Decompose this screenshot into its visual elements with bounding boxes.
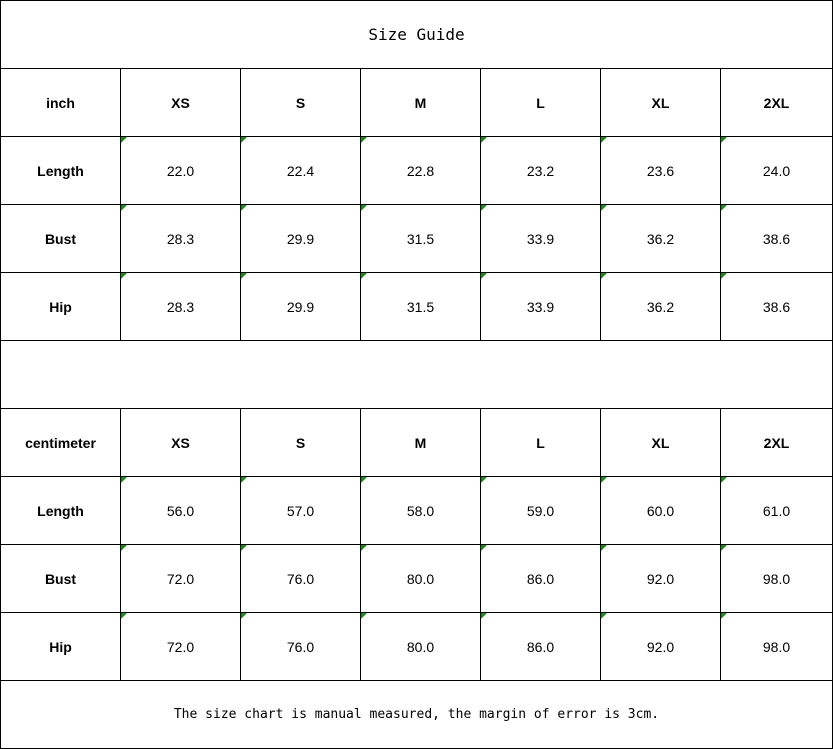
measure-value[interactable]: 98.0 — [720, 612, 833, 681]
measure-value[interactable]: 28.3 — [120, 204, 241, 273]
measure-value[interactable]: 59.0 — [480, 476, 601, 545]
measure-value[interactable]: 33.9 — [480, 272, 601, 341]
unit-header[interactable]: centimeter — [0, 408, 121, 477]
table-row: Bust 28.3 29.9 31.5 33.9 36.2 38.6 — [0, 204, 833, 273]
empty-cell[interactable] — [0, 340, 833, 409]
measure-value[interactable]: 58.0 — [360, 476, 481, 545]
measure-label[interactable]: Bust — [0, 544, 121, 613]
measure-label[interactable]: Hip — [0, 272, 121, 341]
measure-value[interactable]: 86.0 — [480, 544, 601, 613]
size-header[interactable]: XL — [600, 68, 721, 137]
measure-value[interactable]: 28.3 — [120, 272, 241, 341]
measure-value[interactable]: 76.0 — [240, 612, 361, 681]
table-row: Hip 72.0 76.0 80.0 86.0 92.0 98.0 — [0, 612, 833, 681]
measure-label[interactable]: Length — [0, 136, 121, 205]
measure-value[interactable]: 92.0 — [600, 544, 721, 613]
measure-value[interactable]: 22.0 — [120, 136, 241, 205]
size-header[interactable]: XS — [120, 68, 241, 137]
measure-value[interactable]: 24.0 — [720, 136, 833, 205]
measure-value[interactable]: 23.2 — [480, 136, 601, 205]
header-row: inch XS S M L XL 2XL — [0, 68, 833, 137]
measure-value[interactable]: 36.2 — [600, 272, 721, 341]
spacer-row — [0, 340, 833, 409]
measure-value[interactable]: 80.0 — [360, 612, 481, 681]
measure-value[interactable]: 57.0 — [240, 476, 361, 545]
size-header[interactable]: 2XL — [720, 68, 833, 137]
measure-label[interactable]: Length — [0, 476, 121, 545]
measure-value[interactable]: 31.5 — [360, 204, 481, 273]
size-header[interactable]: L — [480, 68, 601, 137]
measure-value[interactable]: 33.9 — [480, 204, 601, 273]
table-row: Length 22.0 22.4 22.8 23.2 23.6 24.0 — [0, 136, 833, 205]
measure-value[interactable]: 36.2 — [600, 204, 721, 273]
size-header[interactable]: S — [240, 68, 361, 137]
note-row: The size chart is manual measured, the m… — [0, 680, 833, 749]
measure-value[interactable]: 61.0 — [720, 476, 833, 545]
title-row: Size Guide — [0, 0, 833, 69]
measure-value[interactable]: 56.0 — [120, 476, 241, 545]
size-header[interactable]: L — [480, 408, 601, 477]
size-header[interactable]: M — [360, 408, 481, 477]
measure-value[interactable]: 29.9 — [240, 204, 361, 273]
table-row: Bust 72.0 76.0 80.0 86.0 92.0 98.0 — [0, 544, 833, 613]
size-header[interactable]: XL — [600, 408, 721, 477]
measure-label[interactable]: Hip — [0, 612, 121, 681]
measure-value[interactable]: 31.5 — [360, 272, 481, 341]
size-header[interactable]: M — [360, 68, 481, 137]
measure-value[interactable]: 72.0 — [120, 612, 241, 681]
measure-value[interactable]: 22.8 — [360, 136, 481, 205]
measure-value[interactable]: 98.0 — [720, 544, 833, 613]
measure-value[interactable]: 72.0 — [120, 544, 241, 613]
measure-value[interactable]: 86.0 — [480, 612, 601, 681]
measure-value[interactable]: 80.0 — [360, 544, 481, 613]
page-title[interactable]: Size Guide — [0, 0, 833, 69]
measure-label[interactable]: Bust — [0, 204, 121, 273]
table-row: Length 56.0 57.0 58.0 59.0 60.0 61.0 — [0, 476, 833, 545]
measure-value[interactable]: 22.4 — [240, 136, 361, 205]
measure-value[interactable]: 92.0 — [600, 612, 721, 681]
table-row: Hip 28.3 29.9 31.5 33.9 36.2 38.6 — [0, 272, 833, 341]
measure-value[interactable]: 76.0 — [240, 544, 361, 613]
size-header[interactable]: XS — [120, 408, 241, 477]
measure-value[interactable]: 38.6 — [720, 204, 833, 273]
header-row: centimeter XS S M L XL 2XL — [0, 408, 833, 477]
measure-value[interactable]: 38.6 — [720, 272, 833, 341]
unit-header[interactable]: inch — [0, 68, 121, 137]
measure-value[interactable]: 23.6 — [600, 136, 721, 205]
size-header[interactable]: 2XL — [720, 408, 833, 477]
footnote[interactable]: The size chart is manual measured, the m… — [0, 680, 833, 749]
measure-value[interactable]: 29.9 — [240, 272, 361, 341]
measure-value[interactable]: 60.0 — [600, 476, 721, 545]
size-header[interactable]: S — [240, 408, 361, 477]
